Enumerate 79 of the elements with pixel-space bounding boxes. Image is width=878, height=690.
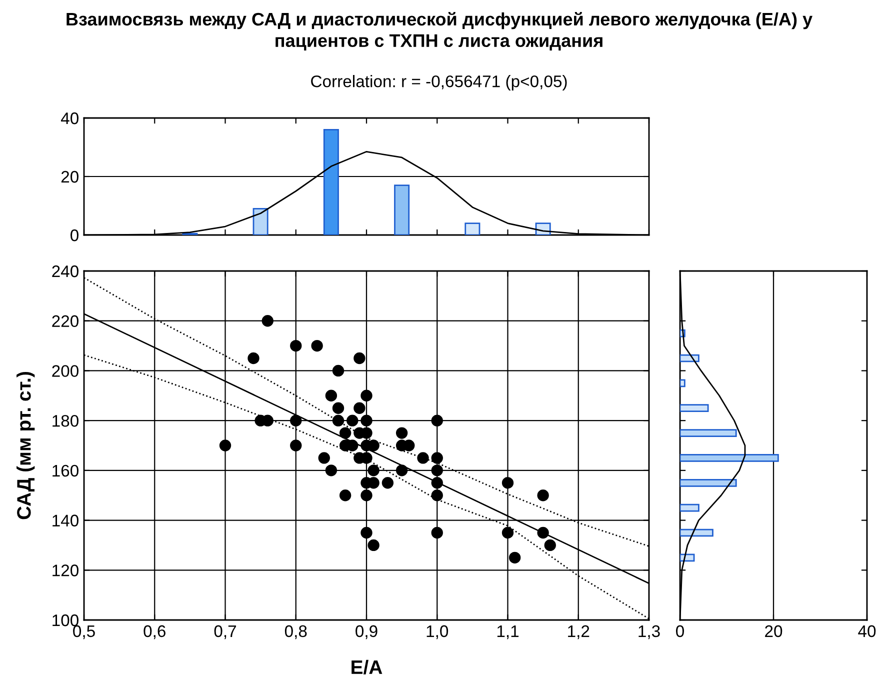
x-tick-label: 0 [676, 625, 684, 638]
x-tick-label: 1,0 [426, 625, 448, 640]
bar [680, 404, 709, 412]
point [311, 340, 323, 352]
y-tick-label: 220 [52, 315, 78, 328]
y-tick-label: 20 [61, 170, 78, 183]
x-tick-label: 1,1 [497, 625, 519, 640]
point [368, 464, 380, 476]
x-tick-label: 1,2 [568, 625, 590, 640]
chart-subtitle: Correlation: r = -0,656471 (p<0,05) [311, 75, 567, 91]
point [502, 477, 514, 489]
point [360, 414, 372, 426]
bar [464, 222, 480, 235]
point [537, 526, 549, 539]
bar [680, 429, 737, 437]
bar [252, 208, 268, 235]
point [431, 526, 443, 539]
y-axis-title: САД (мм рт. ст.) [16, 372, 35, 520]
y-tick-label: 200 [52, 365, 78, 377]
bar [680, 478, 737, 487]
x-tick-label: 0,8 [284, 625, 307, 640]
bar [680, 528, 714, 537]
y-tick-label: 180 [52, 414, 78, 427]
point [346, 414, 358, 426]
point [262, 315, 274, 327]
bar [680, 379, 686, 388]
x-tick-label: 0,6 [144, 625, 166, 640]
point [325, 390, 338, 402]
point [332, 402, 344, 414]
point [382, 477, 394, 489]
bar [680, 554, 695, 562]
point [360, 526, 372, 539]
bar [680, 454, 779, 462]
point [360, 390, 372, 402]
point [508, 552, 521, 564]
x-tick-label: 0,5 [73, 625, 95, 640]
point [431, 490, 443, 502]
y-tick-label: 160 [52, 464, 78, 477]
point [332, 414, 344, 426]
point [290, 440, 302, 452]
chart-title: Взаимосвязь между САД и диастолической дисфункцией левого желудочка (E/A) у пациентов с ТХПН с листа ожидания [66, 12, 812, 50]
point [431, 414, 443, 426]
point [537, 490, 549, 502]
point [396, 464, 408, 476]
y-tick-label: 100 [52, 614, 78, 626]
x-tick-label: 40 [858, 625, 876, 638]
point [544, 539, 556, 552]
point [431, 477, 443, 489]
x-tick-label: 1,3 [638, 625, 660, 640]
point [502, 526, 514, 539]
point [339, 427, 352, 439]
point [290, 414, 302, 426]
y-tick-label: 40 [60, 112, 78, 124]
y-tick-label: 0 [70, 229, 78, 242]
bar [394, 184, 410, 235]
point [431, 464, 443, 476]
point [368, 539, 380, 552]
y-tick-label: 140 [52, 514, 78, 526]
point [417, 452, 429, 464]
point [360, 490, 372, 502]
point [396, 427, 408, 439]
y-tick-label: 240 [52, 265, 78, 278]
point [431, 452, 443, 464]
x-tick-label: 0,9 [356, 625, 378, 640]
bar [680, 504, 700, 512]
point [248, 352, 260, 364]
point [325, 464, 338, 476]
bar [323, 129, 339, 235]
x-tick-label: 20 [765, 625, 782, 638]
point [354, 402, 366, 414]
point [354, 352, 366, 364]
x-tick-label: 0,7 [214, 625, 236, 640]
point [290, 340, 302, 352]
y-tick-label: 120 [52, 564, 78, 576]
x-axis-title: E/A [352, 660, 382, 674]
point [332, 364, 344, 377]
point [339, 490, 352, 502]
point [318, 452, 330, 464]
point [219, 440, 232, 452]
